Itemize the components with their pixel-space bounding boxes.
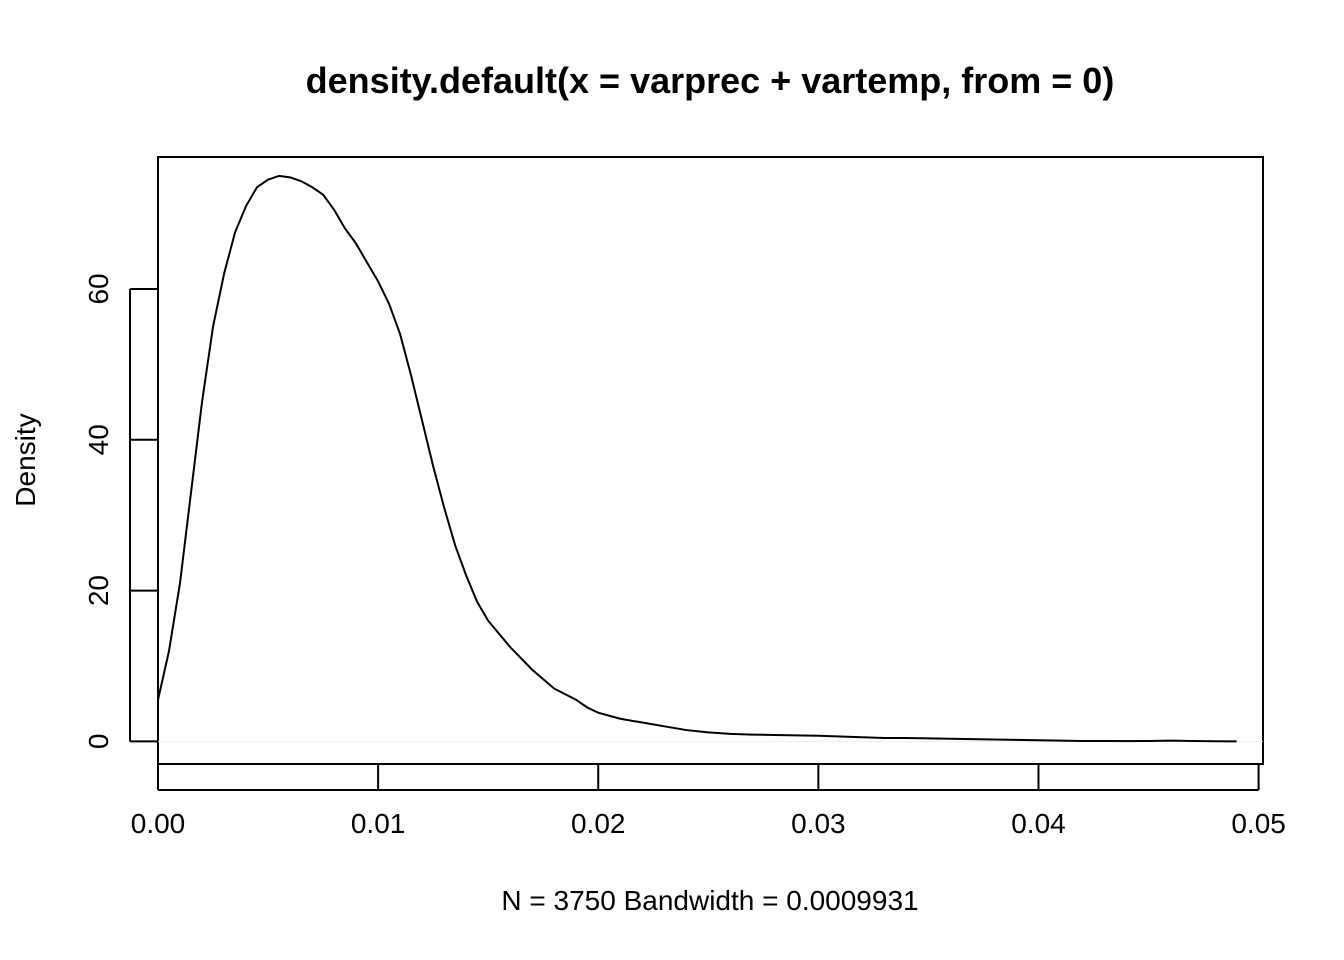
x-axis-label: N = 3750 Bandwidth = 0.0009931 [501,885,918,916]
x-tick-label: 0.05 [1231,808,1286,839]
x-tick-label: 0.01 [351,808,406,839]
chart-title: density.default(x = varprec + vartemp, f… [306,60,1115,101]
y-axis: 0 20 40 60 [83,273,158,749]
density-curve [157,174,1237,743]
y-tick-label: 20 [83,575,114,606]
x-tick-label: 0.02 [571,808,626,839]
x-axis: 0.00 0.01 0.02 0.03 0.04 0.05 [131,764,1286,839]
y-tick-label: 0 [83,734,114,750]
y-tick-label: 60 [83,273,114,304]
plot-frame [157,156,1264,765]
y-axis-label: Density [10,413,41,506]
y-tick-label: 40 [83,424,114,455]
x-tick-label: 0.04 [1011,808,1066,839]
x-tick-label: 0.03 [791,808,846,839]
x-tick-label: 0.00 [131,808,186,839]
